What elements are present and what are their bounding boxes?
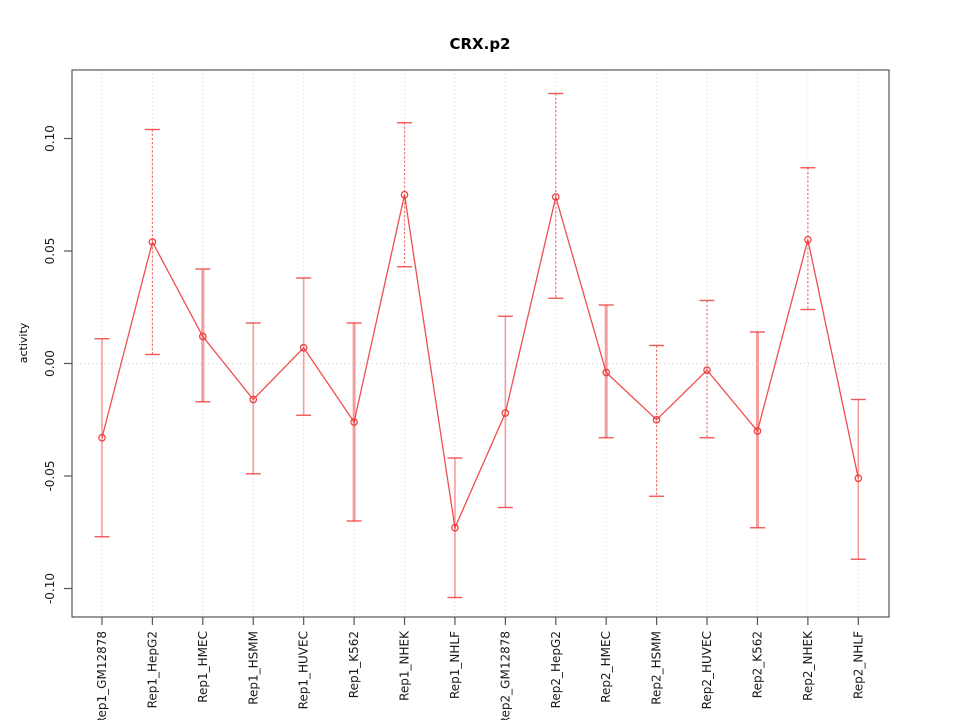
x-tick-label: Rep1_HUVEC xyxy=(297,631,311,709)
data-point xyxy=(602,368,611,377)
x-tick-label: Rep2_K562 xyxy=(750,631,764,698)
x-tick-label: Rep1_HMEC xyxy=(196,631,210,703)
data-point xyxy=(451,523,459,532)
x-tick-label: Rep2_HSMM xyxy=(650,631,664,705)
chart-title: CRX.p2 xyxy=(450,35,511,53)
data-point xyxy=(501,409,510,417)
data-point xyxy=(299,343,308,352)
data-line xyxy=(101,194,859,531)
data-point xyxy=(804,235,812,244)
x-tick-label: Rep1_K562 xyxy=(347,631,361,698)
plot-border xyxy=(71,69,890,618)
x-tick-label: Rep1_NHLF xyxy=(448,631,462,699)
y-tick-label: 0.10 xyxy=(43,125,57,152)
y-tick-label: -0.05 xyxy=(43,460,57,491)
data-point xyxy=(350,418,358,426)
x-tick-label: Rep2_HUVEC xyxy=(700,631,714,709)
data-point xyxy=(249,395,258,404)
y-tick-label: 0.00 xyxy=(43,350,57,377)
x-tick-label: Rep2_HMEC xyxy=(599,631,613,703)
y-axis-title: activity xyxy=(17,322,30,363)
x-tick-label: Rep2_HepG2 xyxy=(549,631,563,708)
data-point xyxy=(551,193,560,201)
x-tick-label: Rep1_NHEK xyxy=(398,630,412,701)
data-point xyxy=(400,190,409,199)
x-tick-label: Rep2_NHEK xyxy=(801,630,815,701)
data-point xyxy=(652,415,661,424)
data-point xyxy=(198,332,207,341)
x-tick-label: Rep1_HepG2 xyxy=(145,631,159,708)
y-tick-label: -0.10 xyxy=(43,573,57,604)
plot-generated-layer: -0.10 -0.05 0.00 0.05 0.10 Rep1_GM12878 Rep1_H… xyxy=(43,69,890,720)
x-tick-label: Rep1_GM12878 xyxy=(95,631,109,720)
x-tick-label: Rep2_GM12878 xyxy=(498,631,512,720)
x-tick-label: Rep2_NHLF xyxy=(851,631,865,699)
data-point xyxy=(148,238,157,246)
x-tick-label: Rep1_HSMM xyxy=(246,631,260,705)
y-tick-label: 0.05 xyxy=(43,238,57,265)
data-point xyxy=(703,366,711,375)
data-point xyxy=(753,427,762,435)
data-point xyxy=(98,433,106,442)
data-point xyxy=(854,474,863,483)
